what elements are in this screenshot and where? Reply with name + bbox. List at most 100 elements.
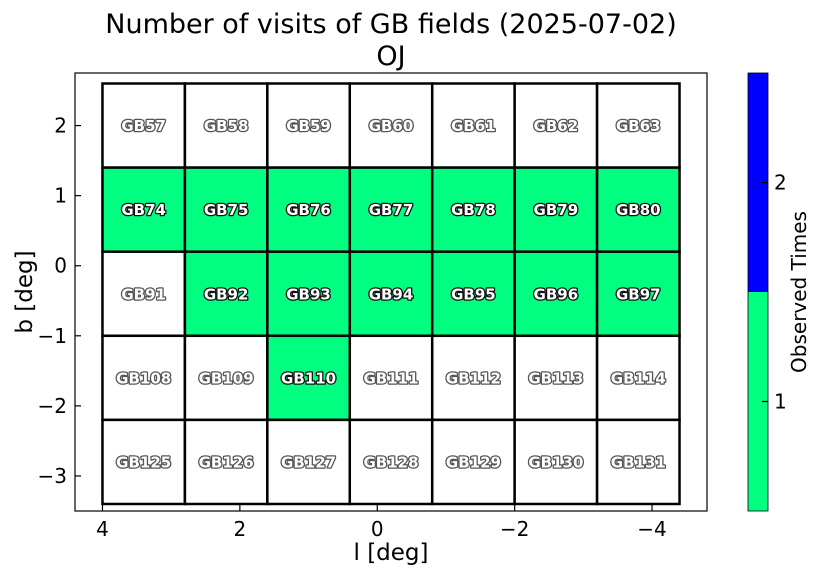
field-label: GB94 — [369, 285, 414, 303]
field-cell: GB97 — [595, 250, 681, 338]
field-cell-rect — [266, 250, 352, 338]
field-label: GB58 — [204, 117, 249, 135]
field-label: GB57 — [121, 117, 166, 135]
field-grid: GB57 GB58 GB59 GB60 GB61 GB62 GB63 GB74 GB75 GB76… — [101, 82, 681, 506]
chart-subtitle: OJ — [376, 41, 405, 72]
field-label: GB60 — [369, 117, 414, 135]
field-cell: GB80 — [595, 166, 681, 253]
colorbar-tick-label: 1 — [774, 390, 787, 414]
field-label: GB77 — [369, 201, 414, 219]
field-label: GB80 — [616, 201, 661, 219]
field-label: GB108 — [116, 369, 171, 387]
field-cell: GB74 — [101, 166, 187, 253]
field-label: GB110 — [281, 369, 336, 387]
field-cell: GB129 — [430, 418, 516, 506]
x-tick-label: −4 — [637, 517, 666, 541]
colorbar-label: Observed Times — [787, 211, 811, 373]
field-cell-rect — [183, 334, 269, 422]
field-label: GB91 — [121, 285, 166, 303]
field-cell: GB113 — [513, 334, 599, 422]
field-cell: GB58 — [183, 82, 269, 169]
y-tick-label: −2 — [38, 394, 67, 418]
field-label: GB75 — [204, 201, 249, 219]
field-cell-rect — [595, 418, 681, 506]
x-tick-label: 0 — [371, 517, 384, 541]
field-cell-rect — [266, 166, 352, 253]
field-cell-rect — [101, 334, 187, 422]
field-label: GB126 — [199, 453, 254, 471]
field-cell: GB60 — [348, 82, 434, 169]
field-cell-rect — [266, 418, 352, 506]
field-label: GB76 — [286, 201, 331, 219]
field-cell: GB78 — [430, 166, 516, 253]
field-cell: GB126 — [183, 418, 269, 506]
field-cell-rect — [513, 418, 599, 506]
y-tick-label: 0 — [54, 254, 67, 278]
field-cell-rect — [101, 418, 187, 506]
field-cell: GB75 — [183, 166, 269, 253]
y-axis-label: b [deg] — [12, 250, 38, 333]
field-cell-rect — [595, 250, 681, 338]
y-tick-label: −1 — [38, 324, 67, 348]
field-cell: GB77 — [348, 166, 434, 253]
colorbar-tick-label: 2 — [774, 171, 787, 195]
field-label: GB129 — [446, 453, 501, 471]
field-label: GB62 — [534, 117, 579, 135]
field-label: GB63 — [616, 117, 661, 135]
field-cell: GB93 — [266, 250, 352, 338]
field-cell: GB95 — [430, 250, 516, 338]
field-label: GB131 — [611, 453, 666, 471]
field-cell: GB112 — [430, 334, 516, 422]
field-cell-rect — [513, 82, 599, 169]
field-cell: GB128 — [348, 418, 434, 506]
field-cell-rect — [101, 166, 187, 253]
field-label: GB93 — [286, 285, 331, 303]
field-cell: GB108 — [101, 334, 187, 422]
field-cell: GB79 — [513, 166, 599, 253]
colorbar: 12 — [747, 72, 787, 512]
field-label: GB96 — [534, 285, 579, 303]
y-tick-label: 1 — [54, 184, 67, 208]
field-cell: GB92 — [183, 250, 269, 338]
field-cell: GB125 — [101, 418, 187, 506]
plot-frame — [74, 72, 708, 512]
field-cell: GB131 — [595, 418, 681, 506]
chart-title: Number of visits of GB fields (2025-07-0… — [105, 9, 676, 40]
field-cell: GB76 — [266, 166, 352, 253]
field-cell: GB61 — [430, 82, 516, 169]
field-label: GB114 — [611, 369, 666, 387]
field-cell-rect — [595, 166, 681, 253]
y-tick-label: −3 — [38, 464, 67, 488]
field-label: GB97 — [616, 285, 661, 303]
field-cell-rect — [101, 82, 187, 169]
field-label: GB61 — [451, 117, 496, 135]
field-label: GB95 — [451, 285, 496, 303]
field-label: GB79 — [534, 201, 579, 219]
field-cell-rect — [430, 250, 516, 338]
colorbar-segment — [748, 292, 768, 511]
field-label: GB78 — [451, 201, 496, 219]
field-cell: GB96 — [513, 250, 599, 338]
field-label: GB125 — [116, 453, 171, 471]
field-cell: GB57 — [101, 82, 187, 169]
y-tick-label: 2 — [54, 114, 67, 138]
axis-ticks: 4 2 0 −2 −4 2 1 0 −1 −2 −3 — [38, 114, 667, 541]
field-cell: GB110 — [266, 334, 352, 422]
field-cell: GB114 — [595, 334, 681, 422]
field-cell-rect — [183, 250, 269, 338]
field-label: GB130 — [528, 453, 583, 471]
field-label: GB59 — [286, 117, 331, 135]
x-tick-label: −2 — [500, 517, 529, 541]
field-label: GB111 — [363, 369, 418, 387]
field-cell: GB111 — [348, 334, 434, 422]
field-cell: GB59 — [266, 82, 352, 169]
field-cell: GB130 — [513, 418, 599, 506]
colorbar-frame — [747, 72, 769, 512]
x-tick-label: 4 — [96, 517, 109, 541]
field-label: GB109 — [199, 369, 254, 387]
field-label: GB127 — [281, 453, 336, 471]
field-label: GB92 — [204, 285, 249, 303]
field-cell-rect — [430, 166, 516, 253]
field-cell-rect — [513, 250, 599, 338]
field-cell: GB91 — [101, 250, 187, 338]
